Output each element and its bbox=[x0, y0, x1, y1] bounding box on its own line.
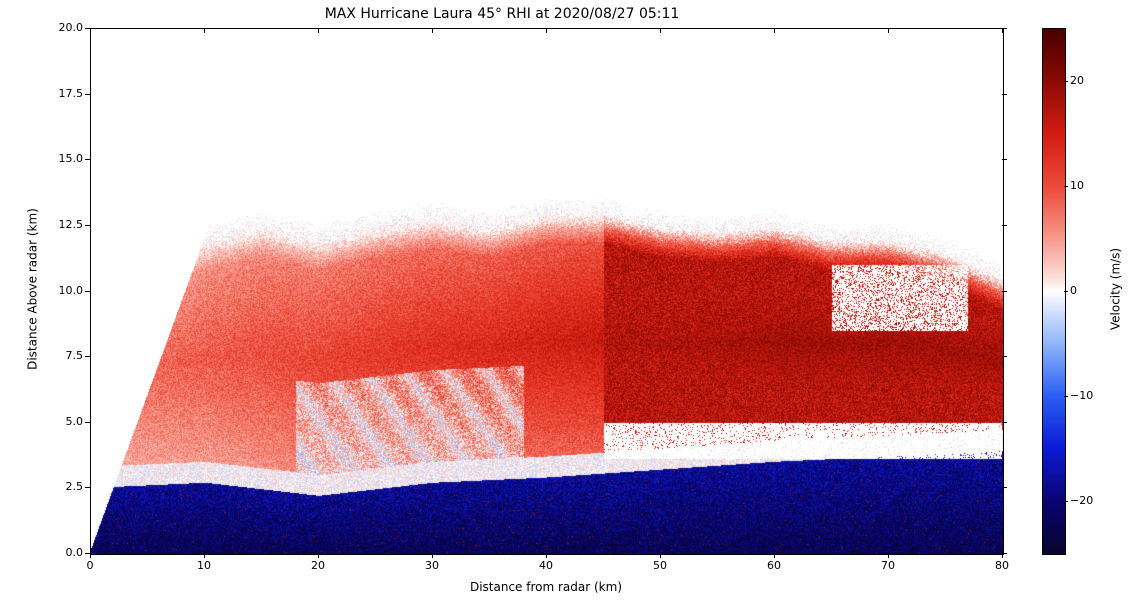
x-tick-mark-top bbox=[432, 28, 433, 33]
y-tick-mark-right bbox=[1002, 553, 1007, 554]
plot-area bbox=[90, 28, 1004, 555]
x-tick-label: 40 bbox=[531, 559, 561, 572]
x-tick-label: 30 bbox=[417, 559, 447, 572]
x-tick-mark bbox=[90, 553, 91, 558]
y-tick-mark bbox=[85, 225, 90, 226]
colorbar-label: Velocity (m/s) bbox=[1109, 27, 1123, 552]
y-tick-mark-right bbox=[1002, 422, 1007, 423]
x-tick-mark bbox=[318, 553, 319, 558]
x-axis-label: Distance from radar (km) bbox=[90, 580, 1002, 594]
y-tick-mark bbox=[85, 422, 90, 423]
x-tick-label: 70 bbox=[873, 559, 903, 572]
cbar-tick-label: 10 bbox=[1070, 179, 1104, 192]
y-tick-mark bbox=[85, 356, 90, 357]
x-tick-mark-top bbox=[660, 28, 661, 33]
x-tick-mark bbox=[546, 553, 547, 558]
x-tick-mark bbox=[888, 553, 889, 558]
cbar-tick-mark bbox=[1064, 81, 1068, 82]
y-tick-label: 5.0 bbox=[45, 415, 83, 428]
colorbar-gradient bbox=[1043, 29, 1065, 554]
y-tick-mark-right bbox=[1002, 356, 1007, 357]
x-tick-label: 80 bbox=[987, 559, 1017, 572]
y-tick-label: 7.5 bbox=[45, 349, 83, 362]
y-tick-label: 2.5 bbox=[45, 480, 83, 493]
y-tick-label: 20.0 bbox=[45, 21, 83, 34]
x-tick-mark bbox=[660, 553, 661, 558]
y-tick-label: 0.0 bbox=[45, 546, 83, 559]
cbar-tick-mark bbox=[1064, 396, 1068, 397]
x-tick-mark-top bbox=[774, 28, 775, 33]
y-tick-mark bbox=[85, 291, 90, 292]
x-tick-mark-top bbox=[90, 28, 91, 33]
x-tick-mark bbox=[774, 553, 775, 558]
y-tick-label: 17.5 bbox=[45, 87, 83, 100]
rhi-heatmap bbox=[91, 29, 1003, 554]
colorbar bbox=[1042, 28, 1066, 555]
y-tick-mark-right bbox=[1002, 487, 1007, 488]
cbar-tick-mark bbox=[1064, 291, 1068, 292]
x-tick-label: 20 bbox=[303, 559, 333, 572]
x-tick-label: 50 bbox=[645, 559, 675, 572]
x-tick-label: 0 bbox=[75, 559, 105, 572]
x-tick-mark-top bbox=[546, 28, 547, 33]
y-tick-mark bbox=[85, 159, 90, 160]
cbar-tick-label: 0 bbox=[1070, 284, 1104, 297]
y-tick-mark-right bbox=[1002, 159, 1007, 160]
y-tick-mark-right bbox=[1002, 94, 1007, 95]
y-tick-mark bbox=[85, 553, 90, 554]
chart-title: MAX Hurricane Laura 45° RHI at 2020/08/2… bbox=[0, 6, 1004, 22]
cbar-tick-label: 20 bbox=[1070, 74, 1104, 87]
x-tick-label: 60 bbox=[759, 559, 789, 572]
y-tick-mark-right bbox=[1002, 291, 1007, 292]
cbar-tick-mark bbox=[1064, 186, 1068, 187]
x-tick-mark-top bbox=[888, 28, 889, 33]
cbar-tick-label: −20 bbox=[1070, 494, 1104, 507]
y-tick-mark bbox=[85, 487, 90, 488]
x-tick-mark-top bbox=[318, 28, 319, 33]
y-tick-label: 12.5 bbox=[45, 218, 83, 231]
y-tick-label: 10.0 bbox=[45, 284, 83, 297]
x-tick-mark bbox=[432, 553, 433, 558]
x-tick-label: 10 bbox=[189, 559, 219, 572]
cbar-tick-label: −10 bbox=[1070, 389, 1104, 402]
y-tick-label: 15.0 bbox=[45, 152, 83, 165]
figure: MAX Hurricane Laura 45° RHI at 2020/08/2… bbox=[0, 0, 1134, 606]
cbar-tick-mark bbox=[1064, 501, 1068, 502]
y-tick-mark bbox=[85, 94, 90, 95]
y-tick-mark-right bbox=[1002, 225, 1007, 226]
y-tick-mark-right bbox=[1002, 28, 1007, 29]
y-axis-label: Distance Above radar (km) bbox=[26, 27, 40, 552]
x-tick-mark-top bbox=[204, 28, 205, 33]
y-tick-mark bbox=[85, 28, 90, 29]
x-tick-mark bbox=[204, 553, 205, 558]
